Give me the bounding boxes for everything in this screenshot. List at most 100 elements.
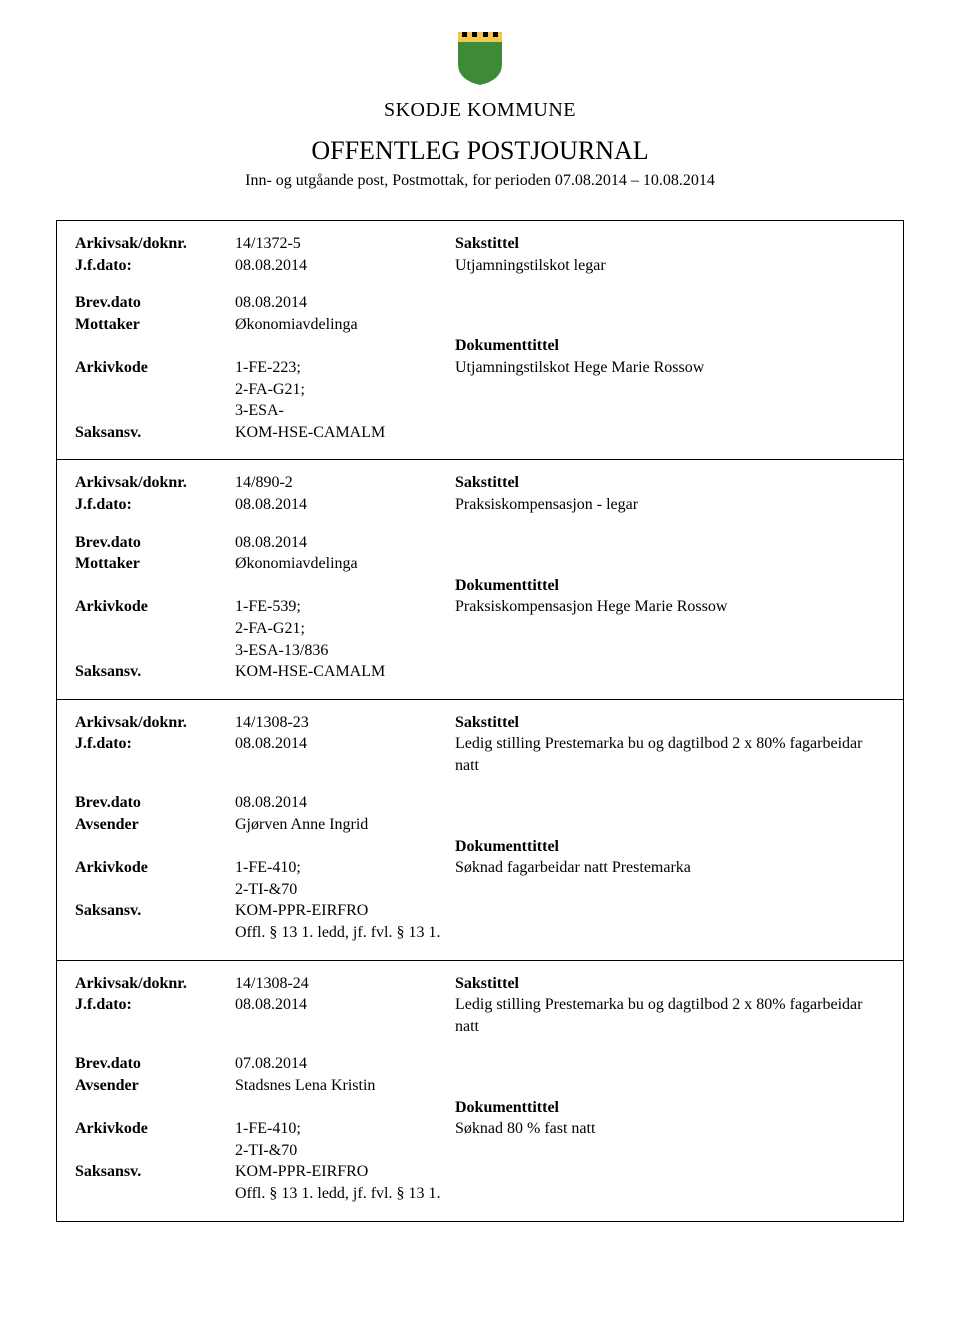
label-arkivkode: Arkivkode (75, 857, 235, 900)
row-brevdato: Brev.dato 08.08.2014 (75, 292, 885, 314)
value-offl: Offl. § 13 1. ledd, jf. fvl. § 13 1. (235, 922, 455, 944)
value-brevdato: 08.08.2014 (235, 292, 455, 314)
label-dokumenttittel: Dokumenttittel (455, 575, 885, 597)
label-brevdato: Brev.dato (75, 792, 235, 814)
journal-title: OFFENTLEG POSTJOURNAL (56, 136, 904, 166)
label-party: Mottaker (75, 314, 235, 336)
row-saksansv: Saksansv. KOM-PPR-EIRFRO (75, 1161, 885, 1183)
row-arkivsak: Arkivsak/doknr. 14/1372-5 Sakstittel (75, 233, 885, 255)
records-container: Arkivsak/doknr. 14/1372-5 Sakstittel J.f… (56, 220, 904, 1222)
page-root: SKODJE KOMMUNE OFFENTLEG POSTJOURNAL Inn… (0, 0, 960, 1262)
page-header: SKODJE KOMMUNE OFFENTLEG POSTJOURNAL Inn… (56, 30, 904, 190)
row-arkivkode: Arkivkode 1-FE-223; 2-FA-G21; 3-ESA- Utj… (75, 357, 885, 422)
value-arkivkode: 1-FE-223; 2-FA-G21; 3-ESA- (235, 357, 455, 422)
blank-right-3 (455, 900, 885, 922)
row-offl: Offl. § 13 1. ledd, jf. fvl. § 13 1. (75, 922, 885, 944)
blank-val (235, 575, 455, 597)
label-dokumenttittel: Dokumenttittel (455, 1097, 885, 1119)
label-sakstittel: Sakstittel (455, 233, 885, 255)
value-jfdato: 08.08.2014 (235, 994, 455, 1037)
row-dokumenttittel-label: Dokumenttittel (75, 1097, 885, 1119)
record: Arkivsak/doknr. 14/890-2 Sakstittel J.f.… (57, 460, 903, 699)
label-party: Mottaker (75, 553, 235, 575)
value-arkivsak: 14/1372-5 (235, 233, 455, 255)
blank-right-3 (455, 422, 885, 444)
blank-label (75, 335, 235, 357)
row-party: Mottaker Økonomiavdelinga (75, 314, 885, 336)
value-arkivsak: 14/890-2 (235, 472, 455, 494)
value-sakstittel: Praksiskompensasjon - legar (455, 494, 885, 516)
blank-val (235, 1097, 455, 1119)
value-arkivkode: 1-FE-539; 2-FA-G21; 3-ESA-13/836 (235, 596, 455, 661)
shield-notch-4 (493, 32, 498, 37)
record-spacer (75, 276, 885, 292)
label-jfdato: J.f.dato: (75, 733, 235, 776)
value-dokumenttittel: Søknad fagarbeidar natt Prestemarka (455, 857, 885, 900)
value-saksansv: KOM-PPR-EIRFRO (235, 900, 455, 922)
value-saksansv: KOM-HSE-CAMALM (235, 661, 455, 683)
label-saksansv: Saksansv. (75, 900, 235, 922)
label-party: Avsender (75, 1075, 235, 1097)
value-dokumenttittel: Praksiskompensasjon Hege Marie Rossow (455, 596, 885, 661)
journal-subtitle: Inn- og utgåande post, Postmottak, for p… (56, 172, 904, 190)
row-brevdato: Brev.dato 08.08.2014 (75, 532, 885, 554)
label-saksansv: Saksansv. (75, 1161, 235, 1183)
label-sakstittel: Sakstittel (455, 472, 885, 494)
label-arkivsak: Arkivsak/doknr. (75, 233, 235, 255)
value-sakstittel: Ledig stilling Prestemarka bu og dagtilb… (455, 994, 885, 1037)
row-arkivsak: Arkivsak/doknr. 14/1308-23 Sakstittel (75, 712, 885, 734)
value-dokumenttittel: Utjamningstilskot Hege Marie Rossow (455, 357, 885, 422)
blank-label-2 (75, 1183, 235, 1205)
value-party: Økonomiavdelinga (235, 314, 455, 336)
row-jfdato: J.f.dato: 08.08.2014 Ledig stilling Pres… (75, 994, 885, 1037)
blank-val (235, 335, 455, 357)
blank-right-2 (455, 553, 885, 575)
label-arkivkode: Arkivkode (75, 357, 235, 422)
row-jfdato: J.f.dato: 08.08.2014 Ledig stilling Pres… (75, 733, 885, 776)
label-brevdato: Brev.dato (75, 532, 235, 554)
blank-right-4 (455, 922, 885, 944)
value-saksansv: KOM-HSE-CAMALM (235, 422, 455, 444)
value-brevdato: 07.08.2014 (235, 1053, 455, 1075)
blank-label (75, 575, 235, 597)
blank-right-3 (455, 661, 885, 683)
shield-body (458, 38, 502, 85)
record-spacer (75, 516, 885, 532)
value-brevdato: 08.08.2014 (235, 792, 455, 814)
blank-right-2 (455, 314, 885, 336)
blank-right (455, 292, 885, 314)
blank-right-2 (455, 1075, 885, 1097)
row-brevdato: Brev.dato 08.08.2014 (75, 792, 885, 814)
value-jfdato: 08.08.2014 (235, 733, 455, 776)
row-dokumenttittel-label: Dokumenttittel (75, 575, 885, 597)
label-dokumenttittel: Dokumenttittel (455, 836, 885, 858)
label-arkivsak: Arkivsak/doknr. (75, 472, 235, 494)
shield-notch-3 (483, 32, 488, 37)
blank-right (455, 792, 885, 814)
label-sakstittel: Sakstittel (455, 973, 885, 995)
blank-label (75, 1097, 235, 1119)
municipality-text: SKODJE KOMMUNE (384, 99, 576, 121)
label-sakstittel: Sakstittel (455, 712, 885, 734)
row-brevdato: Brev.dato 07.08.2014 (75, 1053, 885, 1075)
value-arkivsak: 14/1308-24 (235, 973, 455, 995)
blank-label-2 (75, 922, 235, 944)
blank-val (235, 836, 455, 858)
value-party: Økonomiavdelinga (235, 553, 455, 575)
value-party: Gjørven Anne Ingrid (235, 814, 455, 836)
blank-label (75, 836, 235, 858)
row-arkivsak: Arkivsak/doknr. 14/1308-24 Sakstittel (75, 973, 885, 995)
value-dokumenttittel: Søknad 80 % fast natt (455, 1118, 885, 1161)
record-spacer (75, 776, 885, 792)
row-party: Avsender Stadsnes Lena Kristin (75, 1075, 885, 1097)
label-saksansv: Saksansv. (75, 661, 235, 683)
blank-right-3 (455, 1161, 885, 1183)
row-arkivkode: Arkivkode 1-FE-410; 2-TI-&70 Søknad faga… (75, 857, 885, 900)
row-dokumenttittel-label: Dokumenttittel (75, 836, 885, 858)
row-party: Mottaker Økonomiavdelinga (75, 553, 885, 575)
row-saksansv: Saksansv. KOM-HSE-CAMALM (75, 422, 885, 444)
row-saksansv: Saksansv. KOM-HSE-CAMALM (75, 661, 885, 683)
crest-icon (456, 30, 504, 86)
row-saksansv: Saksansv. KOM-PPR-EIRFRO (75, 900, 885, 922)
row-party: Avsender Gjørven Anne Ingrid (75, 814, 885, 836)
